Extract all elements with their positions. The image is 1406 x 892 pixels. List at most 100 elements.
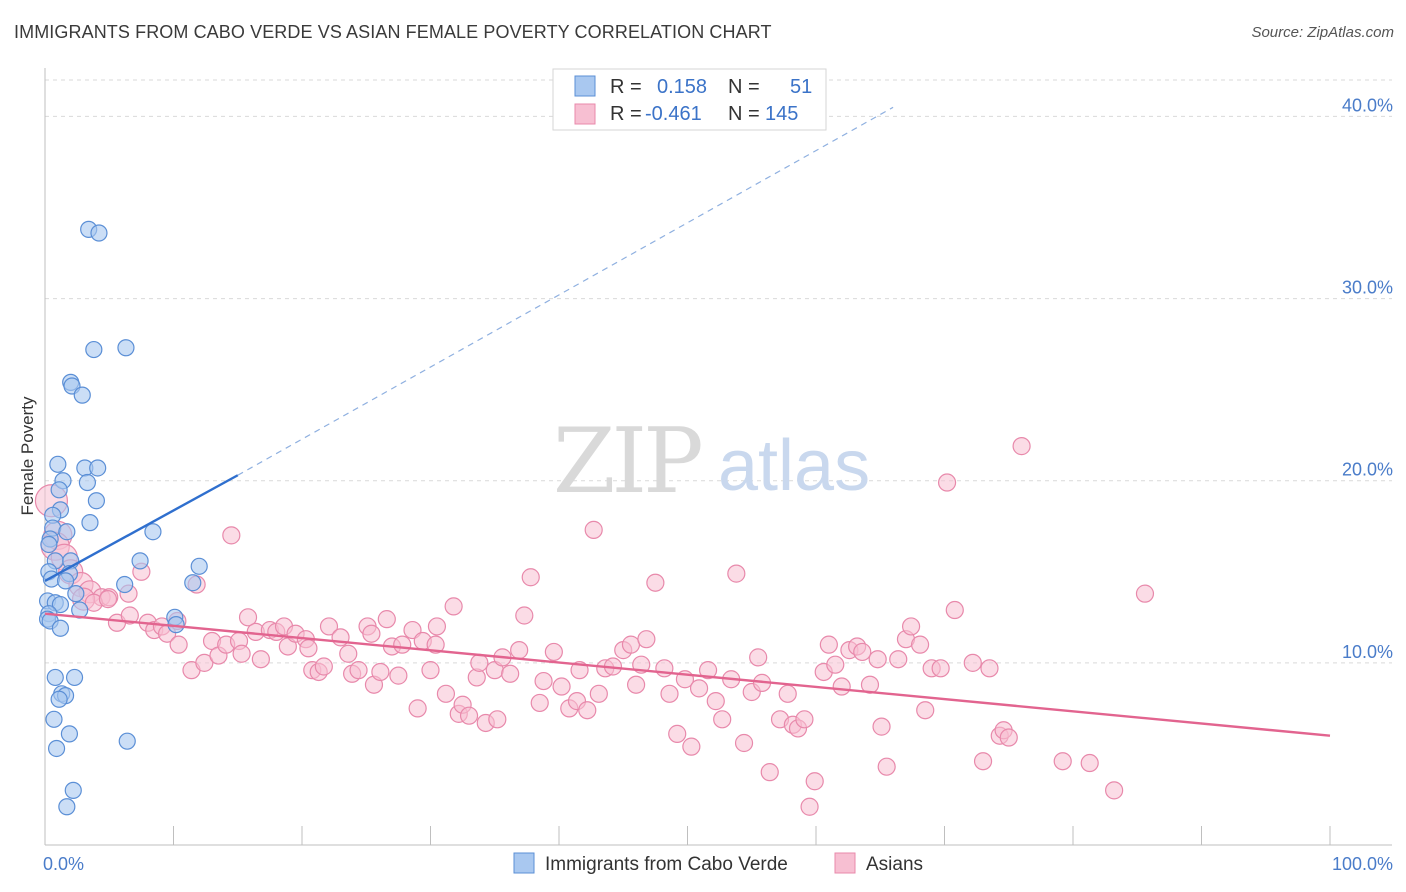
asians-point: [319, 617, 339, 636]
asians-point: [436, 684, 456, 703]
cabo-verde-point: [117, 339, 135, 357]
asians-point: [819, 635, 838, 654]
asians-point: [853, 642, 872, 662]
asians-point: [901, 617, 921, 636]
cabo-verde-point: [45, 710, 63, 728]
asians-point: [1105, 781, 1124, 800]
cabo-verde-point: [67, 585, 85, 603]
legend-r-value-pink: -0.461: [645, 103, 702, 125]
asians-point: [826, 655, 845, 674]
axes: [44, 68, 1392, 846]
asians-point: [713, 710, 732, 729]
asians-point: [501, 664, 520, 683]
asians-point: [877, 757, 896, 776]
asians-point: [660, 684, 679, 703]
cabo-verde-point: [60, 725, 79, 743]
asians-point: [868, 650, 887, 669]
cabo-verde-point: [87, 492, 106, 510]
asians-point: [646, 573, 665, 592]
gridlines: [45, 79, 1392, 664]
asians-point: [339, 644, 358, 663]
y-tick-label: 40.0%: [1342, 95, 1393, 115]
asians-point: [222, 526, 241, 545]
cabo-verde-point: [78, 473, 97, 492]
cabo-verde-point: [184, 574, 202, 592]
legend-n-label-blue: N =: [728, 76, 760, 98]
asians-point: [238, 608, 258, 627]
cabo-verde-point: [89, 459, 107, 477]
asians-trend-line: [44, 612, 1331, 737]
cabo-verde-point: [58, 523, 76, 541]
cabo-verde-point: [116, 575, 134, 594]
cabo-verde-points: [38, 220, 208, 816]
asians-point: [377, 610, 396, 629]
y-tick-label: 30.0%: [1342, 278, 1393, 298]
cabo-verde-point: [90, 224, 108, 242]
x-tick-label-min: 0.0%: [43, 854, 84, 874]
watermark: ZIP atlas: [553, 409, 870, 514]
x-tick-label-max: 100.0%: [1332, 854, 1393, 874]
legend-swatch-pink: [574, 103, 596, 125]
source-label: Source: ZipAtlas.com: [1251, 24, 1394, 41]
asians-point: [589, 684, 608, 703]
asians-point: [195, 653, 214, 672]
cabo-verde-point: [51, 595, 70, 614]
cabo-verde-point: [46, 668, 64, 687]
asians-point: [999, 728, 1018, 747]
y-tick-label: 10.0%: [1342, 642, 1393, 662]
asians-point: [408, 699, 427, 718]
asians-point: [470, 653, 489, 672]
asians-point: [371, 662, 390, 682]
asians-point: [795, 710, 814, 729]
asians-point: [945, 600, 964, 620]
asians-point: [426, 635, 445, 654]
asians-point: [832, 677, 851, 696]
asians-point: [421, 661, 440, 680]
asians-point: [459, 706, 479, 725]
watermark-atlas: atlas: [718, 426, 870, 506]
cabo-verde-point: [47, 739, 66, 758]
cabo-verde-point: [64, 781, 82, 799]
asians-point: [299, 639, 318, 658]
asians-point: [668, 724, 687, 743]
asians-point: [251, 650, 270, 669]
cabo-verde-point: [81, 514, 99, 532]
bottom-legend-label-blue: Immigrants from Cabo Verde: [545, 854, 788, 875]
asians-point: [626, 675, 646, 694]
asians-point: [552, 677, 571, 696]
legend-swatch-blue: [574, 75, 596, 97]
legend-r-label-pink: R =: [610, 103, 642, 125]
cabo-verde-point: [85, 340, 103, 359]
legend-r-label-blue: R =: [610, 76, 642, 98]
cabo-verde-point: [144, 523, 162, 541]
cabo-verde-point: [50, 481, 68, 499]
legend-box: [552, 68, 827, 131]
y-tick-label: 20.0%: [1342, 460, 1393, 480]
tick-labels: 10.0% 20.0% 30.0% 40.0% 0.0% 100.0%: [43, 95, 1393, 874]
asians-point: [778, 684, 797, 703]
asians-point: [393, 635, 412, 654]
asians-point: [444, 597, 463, 616]
asians-point: [682, 737, 701, 756]
asians-point: [1012, 437, 1031, 456]
bottom-legend-label-pink: Asians: [866, 854, 923, 875]
asians-point: [314, 657, 333, 676]
asians-point: [800, 797, 819, 816]
asians-point: [362, 624, 381, 643]
asians-point: [760, 763, 779, 782]
cabo-verde-point: [49, 455, 67, 473]
asians-point: [963, 653, 982, 672]
cabo-verde-point: [51, 619, 70, 637]
asians-point: [973, 752, 993, 771]
cabo-verde-point: [65, 668, 84, 687]
asians-point: [578, 701, 597, 720]
legend-n-value-pink: 145: [765, 103, 798, 125]
asians-point: [734, 733, 754, 753]
asians-point: [98, 590, 118, 609]
asians-point: [530, 693, 549, 713]
asians-point: [872, 717, 891, 736]
asians-point: [120, 606, 139, 625]
asians-point: [749, 648, 768, 667]
bottom-legend-swatch-blue: [513, 852, 535, 874]
